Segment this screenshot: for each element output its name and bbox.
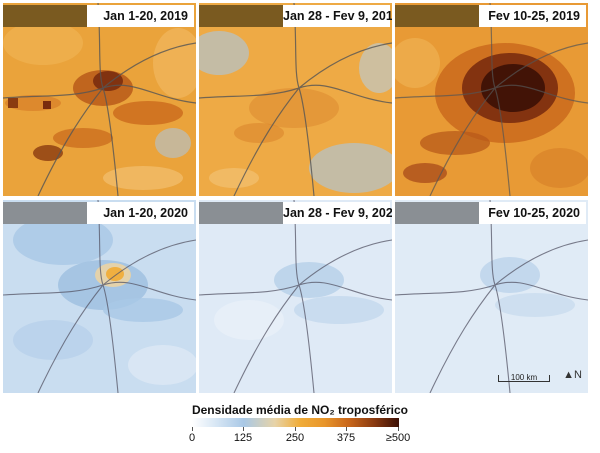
legend-tick <box>295 427 296 431</box>
year-swatch <box>395 5 479 27</box>
year-swatch <box>395 202 479 224</box>
map-panel-jan-feb-2019: Jan 28 - Fev 9, 2019 <box>199 3 392 196</box>
no2-map-jan-feb-2019 <box>199 3 392 196</box>
panel-date-label: Jan 1-20, 2020 <box>87 202 194 224</box>
no2-map-jan-feb-2020 <box>199 200 392 393</box>
no2-map-feb-2019 <box>395 3 588 196</box>
north-arrow-icon: ▲N <box>563 369 582 381</box>
panel-date-label: Fev 10-25, 2019 <box>479 5 586 27</box>
legend-tick <box>243 427 244 431</box>
no2-map-jan-2019 <box>3 3 196 196</box>
panel-date-label: Jan 28 - Fev 9, 2020 <box>283 202 392 224</box>
year-swatch <box>3 202 87 224</box>
legend-tick-label: 0 <box>188 432 196 444</box>
legend-tick-label: 125 <box>233 432 253 444</box>
map-panel-feb-2020: Fev 10-25, 2020 100 km ▲N <box>395 200 588 393</box>
legend-tick <box>398 427 399 431</box>
year-swatch <box>3 5 87 27</box>
legend-tick <box>192 427 193 431</box>
map-panel-jan-2020: Jan 1-20, 2020 <box>3 200 196 393</box>
scale-bar <box>498 375 550 382</box>
map-panel-jan-2019: Jan 1-20, 2019 <box>3 3 196 196</box>
panel-date-label: Jan 28 - Fev 9, 2019 <box>283 5 392 27</box>
year-swatch <box>199 5 283 27</box>
scale-bar-label: 100 km <box>510 373 538 382</box>
no2-map-jan-2020 <box>3 200 196 393</box>
legend-colorbar <box>192 418 399 427</box>
map-panel-jan-feb-2020: Jan 28 - Fev 9, 2020 <box>199 200 392 393</box>
map-panel-feb-2019: Fev 10-25, 2019 <box>395 3 588 196</box>
legend-tick-label: 375 <box>336 432 356 444</box>
legend-title: Densidade média de NO₂ troposférico <box>191 403 409 417</box>
legend-tick <box>346 427 347 431</box>
no2-map-feb-2020 <box>395 200 588 393</box>
panel-date-label: Fev 10-25, 2020 <box>479 202 586 224</box>
year-swatch <box>199 202 283 224</box>
panel-date-label: Jan 1-20, 2019 <box>87 5 194 27</box>
legend-tick-label: 250 <box>285 432 305 444</box>
legend-tick-label: ≥500 <box>385 432 411 444</box>
north-label: N <box>574 369 582 381</box>
